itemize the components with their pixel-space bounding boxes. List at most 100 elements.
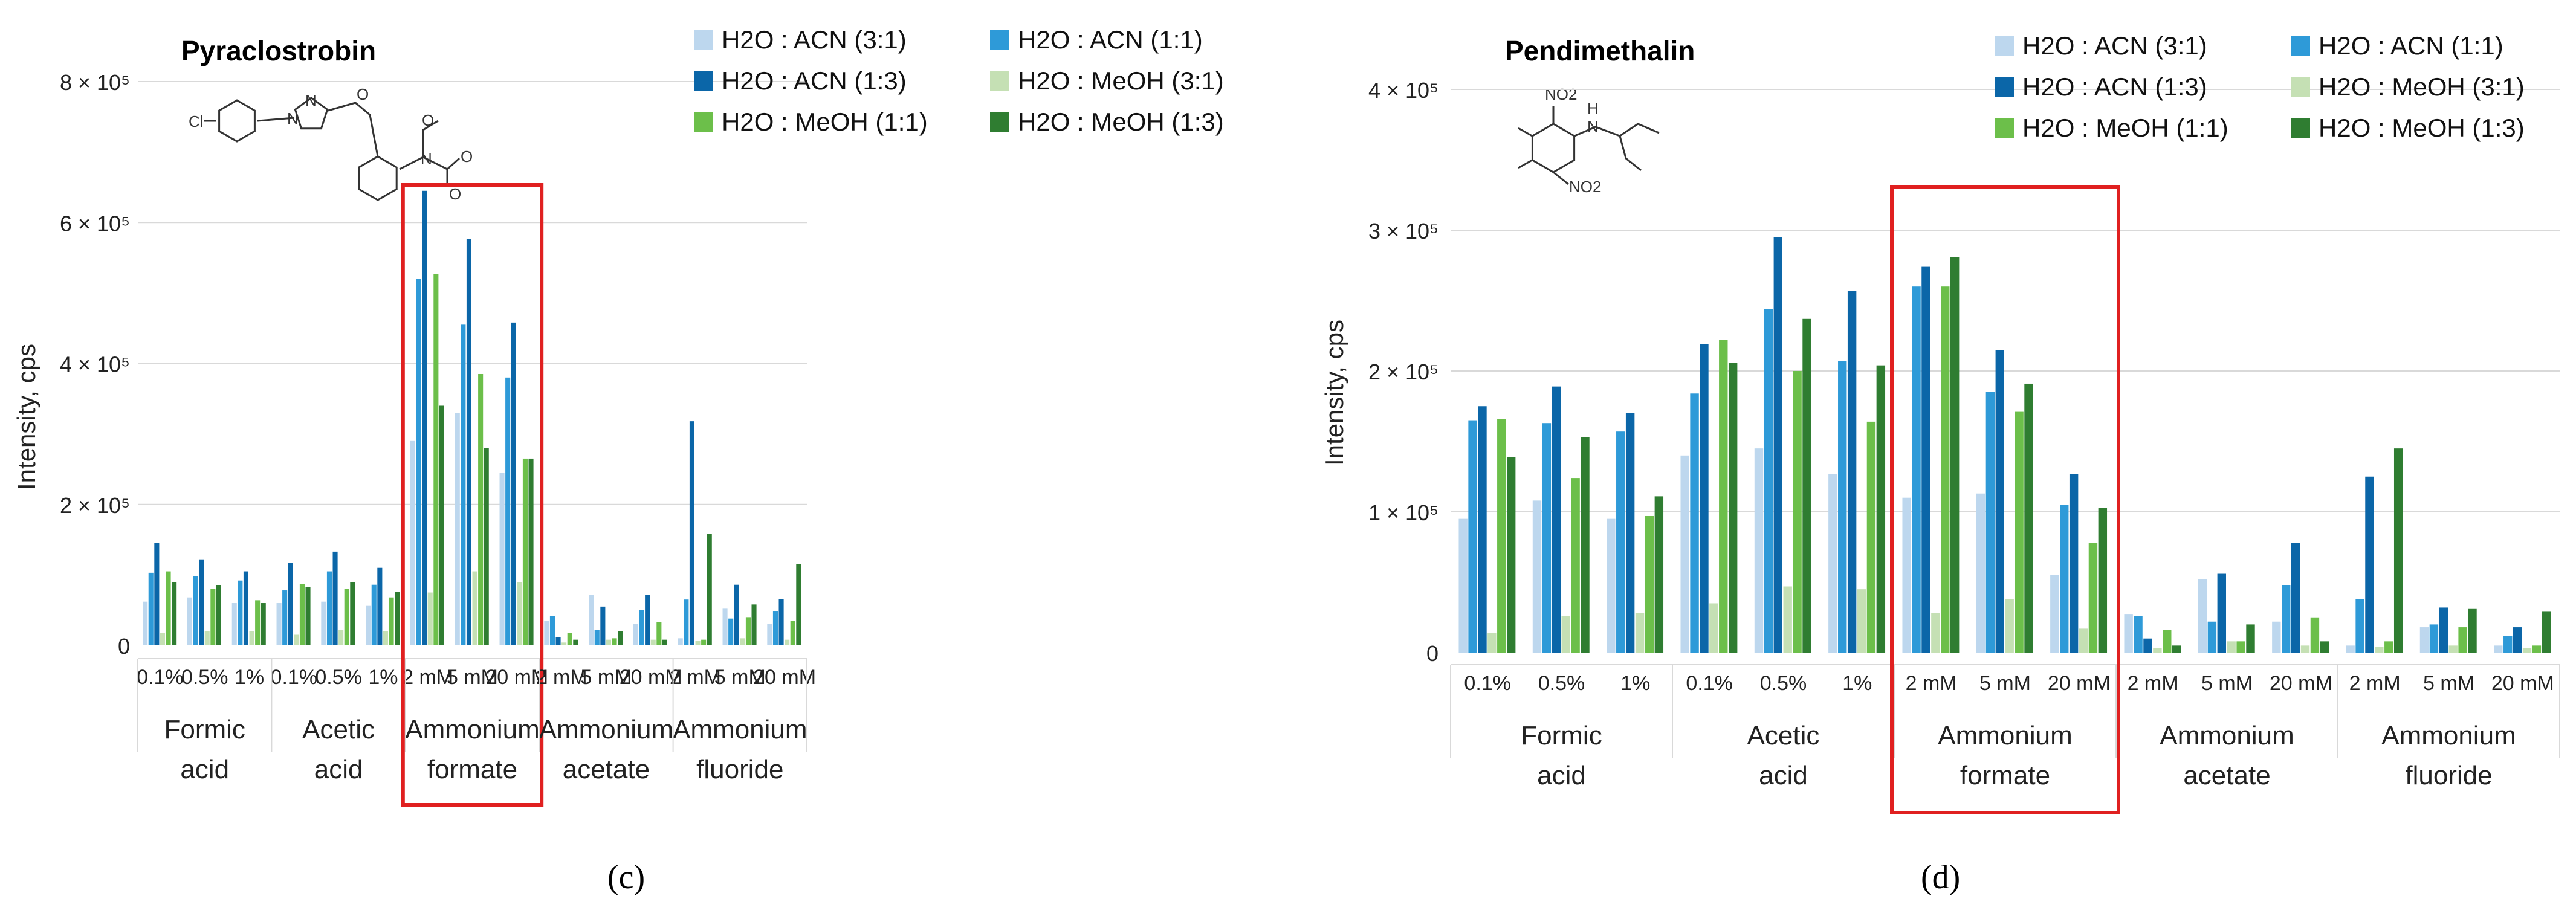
structure-atom-label: NO2 — [1569, 178, 1601, 196]
bar — [1571, 478, 1580, 653]
panel-label-d: (d) — [1921, 859, 1961, 896]
legend-swatch — [2291, 77, 2310, 97]
legend-swatch — [2291, 118, 2310, 138]
x-category-label: 5 mM — [447, 666, 498, 689]
structure-atom-label: O — [357, 85, 369, 103]
bar — [689, 421, 694, 645]
bar — [606, 639, 611, 645]
legend: H2O : ACN (3:1) H2O : ACN (1:1) H2O : ACN … — [1995, 31, 2525, 142]
structure-atom-label: NO2 — [1545, 85, 1577, 103]
legend-label: H2O : ACN (1:1) — [1018, 25, 1203, 54]
x-group-label: acid — [314, 755, 363, 784]
x-group-label: acid — [1759, 761, 1808, 790]
bar — [695, 641, 701, 645]
bar — [199, 559, 204, 645]
bar — [2236, 641, 2245, 653]
bar — [2365, 476, 2374, 653]
bar — [2246, 624, 2255, 653]
bar — [796, 564, 801, 645]
bar — [1783, 586, 1792, 653]
y-axis-label: Intensity, cps — [12, 344, 40, 490]
legend-swatch — [1995, 118, 2014, 138]
bar — [1941, 286, 1950, 653]
bond-lines — [204, 102, 461, 187]
legend-swatch — [990, 112, 1009, 132]
bar — [684, 599, 689, 645]
legend-swatch — [990, 71, 1009, 91]
x-group-label: acid — [1537, 761, 1586, 790]
legend-label: H2O : ACN (1:1) — [2319, 31, 2503, 60]
bar — [1931, 613, 1940, 653]
bar — [2143, 638, 2152, 653]
bar — [383, 631, 388, 645]
bar — [427, 592, 433, 645]
legend-swatch — [990, 30, 1009, 50]
bar — [193, 576, 198, 645]
bar — [734, 584, 739, 645]
legend-label: H2O : ACN (1:3) — [722, 66, 907, 95]
bar — [282, 590, 288, 645]
legend-label: H2O : MeOH (1:1) — [722, 108, 928, 136]
bar — [1709, 603, 1718, 653]
bar — [1876, 365, 1886, 653]
x-category-label: 1% — [1842, 672, 1872, 695]
bar — [466, 239, 471, 646]
bar — [1654, 496, 1664, 653]
bar — [1497, 419, 1506, 653]
x-category-label: 2 mM — [2128, 672, 2179, 695]
bar — [2272, 621, 2281, 653]
x-group-label: Formic — [1521, 721, 1602, 750]
bar — [2060, 505, 2069, 653]
bar — [656, 622, 662, 645]
bond-lines — [1518, 106, 1660, 185]
bar — [210, 589, 216, 645]
legend: H2O : ACN (3:1) H2O : ACN (1:1) H2O : ACN … — [694, 25, 1224, 136]
bar — [166, 571, 171, 645]
bar — [338, 630, 344, 645]
x-group-label: Acetic — [1747, 721, 1820, 750]
bar — [2079, 628, 2088, 653]
bar — [772, 611, 778, 645]
bar — [1552, 386, 1561, 653]
bar — [1616, 431, 1625, 653]
bar — [2291, 543, 2300, 653]
bar — [249, 631, 254, 645]
bar — [1468, 420, 1477, 653]
x-category-label: 20 mM — [753, 666, 816, 689]
bar — [1912, 286, 1921, 653]
bar — [299, 584, 305, 645]
legend-label: H2O : MeOH (3:1) — [2319, 73, 2525, 101]
bar — [722, 608, 728, 645]
bar — [1581, 437, 1590, 653]
x-category-label: 0.5% — [181, 666, 228, 689]
bar — [1857, 589, 1866, 653]
x-group-label: acetate — [563, 755, 650, 784]
structure-atom-label: N — [305, 91, 317, 109]
bar — [371, 584, 377, 645]
bar — [433, 274, 439, 646]
bar — [2134, 616, 2143, 653]
bar — [216, 585, 221, 645]
bar — [422, 190, 427, 645]
x-category-label: 20 mM — [485, 666, 548, 689]
bar — [484, 448, 489, 645]
bar — [600, 606, 606, 645]
pendimethalin-structure-image: NO2 HN NO2 — [1518, 85, 1660, 196]
bar — [148, 572, 154, 645]
x-category-label: 1% — [368, 666, 398, 689]
bar — [1802, 318, 1811, 653]
y-tick-label: 0 — [1426, 641, 1438, 666]
bar — [2124, 614, 2133, 653]
bar — [2542, 611, 2551, 653]
bar — [2503, 636, 2513, 653]
bar — [326, 571, 332, 645]
bar — [785, 639, 790, 645]
bar — [767, 624, 772, 645]
bar — [255, 600, 261, 645]
x-group-label: acetate — [2183, 761, 2270, 790]
y-axis-label: Intensity, cps — [1320, 320, 1348, 466]
x-group-label: Ammonium — [405, 715, 540, 744]
bar — [2393, 448, 2403, 653]
bar — [410, 440, 416, 645]
bar — [1728, 363, 1738, 653]
